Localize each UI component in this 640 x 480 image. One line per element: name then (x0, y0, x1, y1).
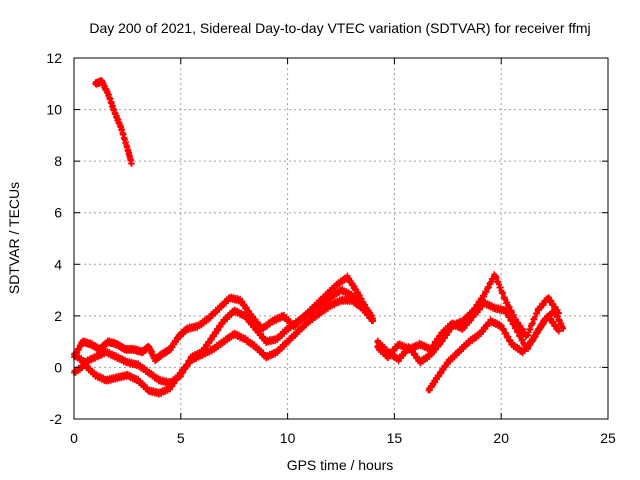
x-tick-label: 5 (177, 430, 185, 446)
y-tick-label: 10 (46, 102, 62, 118)
grid-lines (74, 58, 608, 419)
y-tick-label: 0 (54, 359, 62, 375)
axis-ticks (73, 57, 609, 420)
data-point (555, 328, 562, 335)
y-tick-label: 6 (54, 205, 62, 221)
plot-frame (73, 57, 609, 420)
series-track-high (92, 77, 135, 167)
y-tick-label: -2 (50, 411, 63, 427)
y-tick-label: 2 (54, 308, 62, 324)
x-tick-label: 15 (387, 430, 403, 446)
data-point (128, 160, 135, 167)
tick-labels: 0 5 10 15 20 25 -2 0 2 4 6 8 10 12 (46, 50, 616, 446)
x-tick-label: 0 (70, 430, 78, 446)
y-axis-title: SDTVAR / TECUs (6, 182, 22, 294)
y-tick-label: 12 (46, 50, 62, 66)
data-point (560, 325, 567, 332)
series-track-e (374, 298, 562, 362)
x-axis-title: GPS time / hours (287, 457, 394, 473)
chart-title: Day 200 of 2021, Sidereal Day-to-day VTE… (89, 20, 590, 36)
data-points (71, 77, 567, 398)
series-track-c (71, 295, 377, 398)
x-tick-label: 20 (493, 430, 509, 446)
series-track-f (425, 306, 567, 394)
y-tick-label: 8 (54, 153, 62, 169)
x-tick-label: 10 (280, 430, 296, 446)
x-tick-label: 25 (600, 430, 616, 446)
data-point (370, 318, 377, 325)
y-tick-label: 4 (54, 256, 62, 272)
